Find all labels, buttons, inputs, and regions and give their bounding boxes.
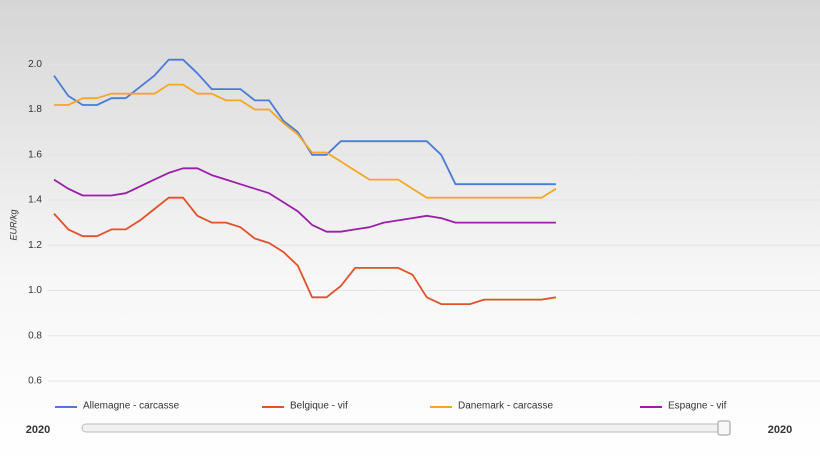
slider-end-label: 2020	[768, 424, 792, 436]
y-tick-label: 0.8	[28, 330, 42, 341]
legend-label: Danemark - carcasse	[458, 401, 553, 412]
series-line	[53, 167, 556, 233]
slider-start-label: 2020	[26, 424, 50, 436]
legend-label: Allemagne - carcasse	[83, 401, 180, 412]
y-tick-label: 1.2	[28, 240, 42, 251]
slider-handle[interactable]	[717, 420, 731, 436]
y-tick-label: 1.4	[28, 195, 42, 206]
series-line	[54, 83, 557, 199]
legend-label: Espagne - vif	[668, 401, 727, 412]
y-tick-label: 2.0	[28, 59, 42, 70]
legend-label: Belgique - vif	[290, 401, 348, 412]
plot-area: 0.6 0.8 1.0 1.2 1.4 1.6 1.8 2.0	[28, 58, 820, 387]
y-axis-label: EUR/kg	[8, 209, 18, 240]
y-tick-label: 1.0	[28, 285, 42, 296]
y-tick-label: 1.8	[28, 104, 42, 115]
slider-track[interactable]	[81, 423, 725, 433]
y-tick-label: 0.6	[28, 376, 42, 387]
y-tick-label: 1.6	[28, 149, 42, 160]
series-line	[53, 196, 557, 306]
